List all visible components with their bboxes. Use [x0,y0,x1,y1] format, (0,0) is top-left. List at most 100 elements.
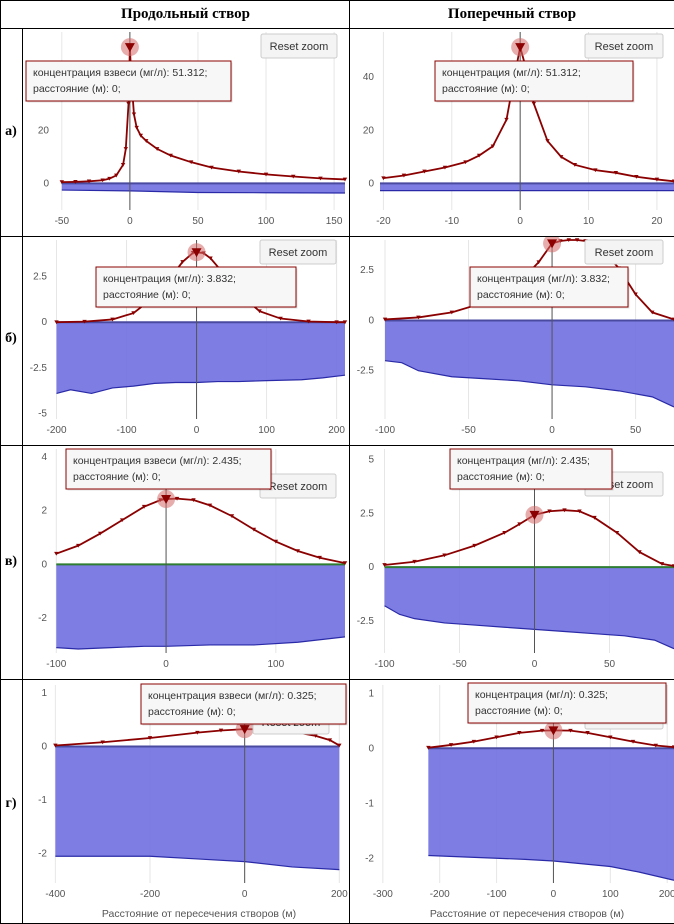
data-point[interactable] [257,309,262,314]
highlight-point[interactable] [124,43,135,53]
data-point[interactable] [188,160,194,165]
data-point[interactable] [463,160,468,165]
data-point[interactable] [547,509,552,514]
data-point[interactable] [442,553,447,558]
data-point[interactable] [490,144,496,149]
highlight-point[interactable] [548,726,559,736]
data-point[interactable] [562,508,567,513]
data-point[interactable] [98,531,103,536]
data-point[interactable] [273,539,279,544]
data-point[interactable] [54,551,59,556]
data-point[interactable] [653,743,659,748]
data-point[interactable] [630,739,636,744]
reset-zoom-button[interactable]: Reset zoom [584,239,664,265]
data-point[interactable] [342,561,348,566]
data-point[interactable] [180,260,185,264]
reset-zoom-button[interactable]: Reset zoom [584,33,664,59]
data-point[interactable] [263,172,269,177]
data-point[interactable] [494,735,499,740]
data-point[interactable] [382,317,388,322]
data-point[interactable] [251,527,257,532]
data-point[interactable] [131,112,137,117]
data-point[interactable] [119,518,125,523]
data-point[interactable] [539,728,545,733]
data-point[interactable] [634,174,639,179]
data-point[interactable] [531,101,537,106]
chart-a-longitudinal[interactable]: -50 0 50 100 150 0 20 Reset zoom концентрация вз… [23,29,349,236]
data-point[interactable] [291,174,296,179]
data-point[interactable] [382,563,387,567]
data-point[interactable] [141,504,147,509]
data-point[interactable] [174,496,180,501]
data-point[interactable] [517,731,522,735]
data-point[interactable] [608,735,613,740]
data-point[interactable] [577,509,582,514]
reset-zoom-label[interactable]: Reset zoom [269,481,328,493]
data-point[interactable] [448,743,454,747]
reset-zoom-label[interactable]: Reset zoom [595,41,654,53]
highlight-point[interactable] [239,725,250,735]
data-point[interactable] [585,731,590,735]
reset-zoom-button-bg[interactable] [260,33,338,59]
data-point[interactable] [278,316,283,321]
highlight-point[interactable] [161,495,172,505]
data-point[interactable] [100,740,105,745]
data-point[interactable] [295,549,300,553]
data-point[interactable] [207,503,213,508]
data-point[interactable] [568,728,573,733]
data-point[interactable] [442,165,448,170]
data-point[interactable] [659,562,665,566]
data-point[interactable] [209,165,214,170]
data-point[interactable] [593,168,598,173]
data-point[interactable] [59,180,65,185]
data-point[interactable] [110,317,115,322]
data-point[interactable] [313,734,318,738]
data-point[interactable] [471,739,477,744]
data-point[interactable] [236,169,242,174]
data-point[interactable] [592,515,597,520]
data-point[interactable] [334,320,339,325]
data-point[interactable] [502,530,507,535]
data-point[interactable] [633,292,638,297]
data-point[interactable] [306,319,311,324]
data-point[interactable] [472,543,477,548]
data-point[interactable] [54,320,59,325]
data-point[interactable] [614,530,620,535]
reset-zoom-label[interactable]: Reset zoom [595,247,654,259]
data-point[interactable] [114,173,119,178]
data-point[interactable] [412,559,417,564]
highlight-point[interactable] [547,239,558,249]
data-point[interactable] [650,310,655,315]
data-point[interactable] [327,738,333,743]
data-point[interactable] [134,125,139,130]
chart-b-transverse[interactable]: -100 -50 0 50 -2.5 0 2.5 Reset zoom концентрация… [350,237,674,445]
chart-a-transverse[interactable]: -20 -10 0 10 20 0 20 40 Reset zoom концентрация (… [350,29,674,236]
data-point[interactable] [337,743,342,748]
data-point[interactable] [574,238,580,242]
reset-zoom-button[interactable]: Reset zoom [259,239,337,265]
data-point[interactable] [120,163,126,167]
data-point[interactable] [671,179,674,184]
data-point[interactable] [422,169,427,174]
reset-zoom-label[interactable]: Reset zoom [270,41,329,53]
data-point[interactable] [53,743,58,748]
data-point[interactable] [671,564,674,569]
reset-zoom-button-bg[interactable] [584,33,664,59]
data-point[interactable] [218,728,224,733]
data-point[interactable] [654,177,660,182]
data-point[interactable] [191,498,196,502]
data-point[interactable] [126,101,131,106]
reset-zoom-button-bg[interactable] [259,239,337,265]
data-point[interactable] [566,238,571,242]
data-point[interactable] [208,256,213,261]
data-point[interactable] [536,260,541,265]
data-point[interactable] [131,311,136,316]
highlight-point[interactable] [515,43,526,53]
highlight-point[interactable] [529,510,540,520]
data-point[interactable] [545,139,550,143]
data-point[interactable] [82,319,87,324]
data-point[interactable] [100,178,105,183]
